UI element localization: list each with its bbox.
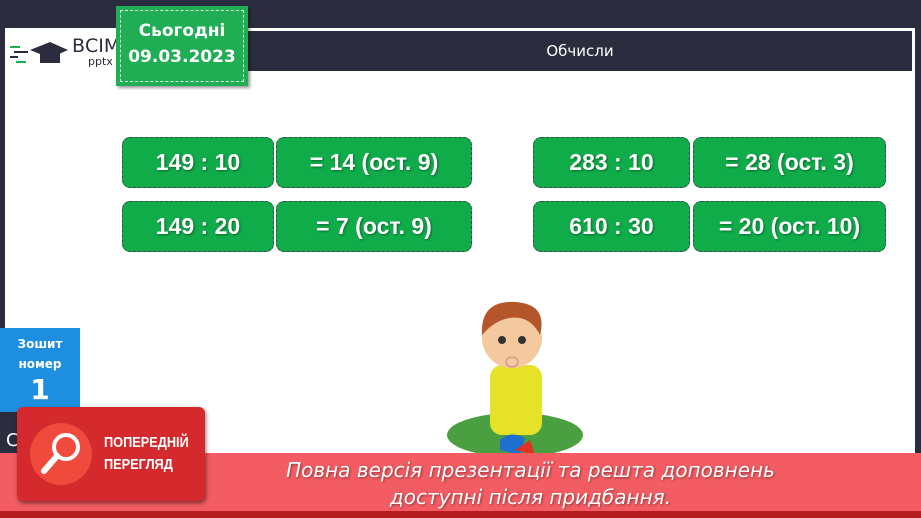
logo-title: ВСІМ — [72, 35, 121, 57]
notebook-label: Зошит — [17, 337, 63, 351]
problem-answer: = 7 (ост. 9) — [276, 201, 472, 252]
bottom-strip — [0, 511, 921, 518]
logo-subtitle: pptx — [88, 55, 113, 68]
notebook-label-2: номер — [18, 357, 62, 371]
problem-expression: 283 : 10 — [533, 137, 690, 188]
banner-line-1: Повна версія презентації та решта доповн… — [286, 458, 775, 482]
notebook-number-badge: Зошит номер 1 — [0, 328, 80, 412]
slide-title: Обчисли — [546, 42, 614, 60]
magnifier-icon — [30, 423, 92, 485]
preview-line-1: ПОПЕРЕДНІЙ — [104, 434, 189, 451]
date-badge: Сьогодні 09.03.2023 — [116, 6, 248, 86]
date-value: 09.03.2023 — [128, 47, 236, 67]
notebook-number: 1 — [30, 373, 50, 406]
problem-expression: 149 : 20 — [122, 201, 274, 252]
thinking-boy-illustration — [447, 301, 583, 457]
problem-expression: 610 : 30 — [533, 201, 690, 252]
problem-answer: = 28 (ост. 3) — [693, 137, 886, 188]
problem-answer: = 20 (ост. 10) — [693, 201, 886, 252]
banner-line-2: доступні після придбання. — [389, 485, 672, 509]
slide-header: Обчисли — [248, 31, 912, 71]
logo: ВСІМ pptx — [10, 35, 121, 68]
preview-line-2: ПЕРЕГЛЯД — [104, 456, 173, 473]
date-label: Сьогодні — [138, 21, 226, 41]
problem-expression: 149 : 10 — [122, 137, 274, 188]
graduation-cap-icon — [10, 42, 68, 63]
preview-button[interactable]: ПОПЕРЕДНІЙ ПЕРЕГЛЯД — [17, 407, 205, 501]
problem-answer: = 14 (ост. 9) — [276, 137, 472, 188]
